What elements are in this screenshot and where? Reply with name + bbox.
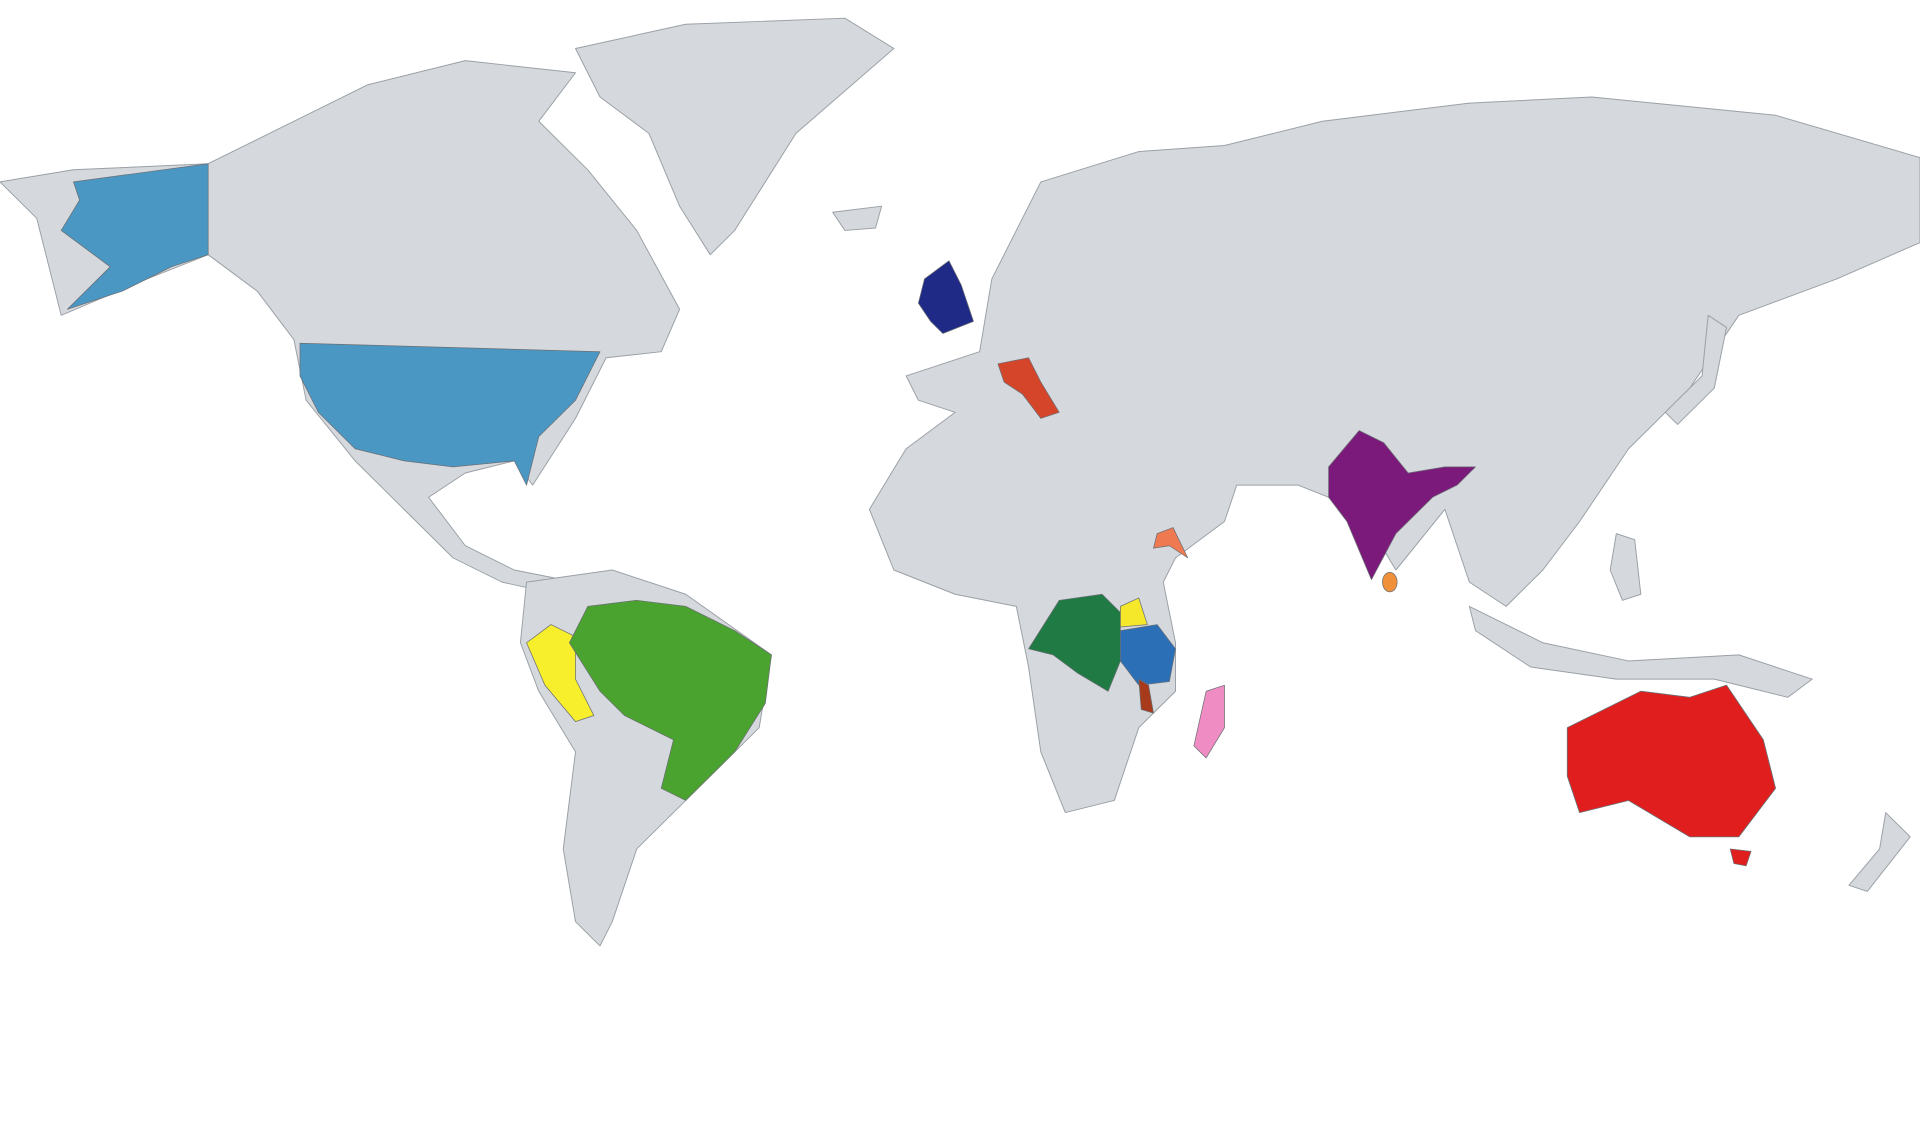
highlighted-countries bbox=[60, 163, 1776, 867]
country-usa-alaska[interactable] bbox=[60, 163, 209, 310]
country-eritrea[interactable] bbox=[1153, 527, 1189, 559]
indonesia[interactable] bbox=[1468, 605, 1813, 698]
country-tanzania[interactable] bbox=[1120, 624, 1176, 686]
country-sri-lanka[interactable] bbox=[1382, 572, 1398, 593]
country-united-kingdom[interactable] bbox=[918, 260, 974, 334]
iceland[interactable] bbox=[832, 205, 883, 231]
new-zealand[interactable] bbox=[1848, 812, 1911, 892]
country-australia-tasmania[interactable] bbox=[1729, 848, 1752, 867]
country-italy[interactable] bbox=[997, 357, 1060, 419]
greenland[interactable] bbox=[575, 17, 895, 256]
country-australia[interactable] bbox=[1566, 684, 1776, 838]
philippines[interactable] bbox=[1609, 533, 1642, 601]
country-peru[interactable] bbox=[526, 624, 595, 722]
country-brazil[interactable] bbox=[569, 599, 772, 801]
country-india[interactable] bbox=[1328, 430, 1476, 581]
country-madagascar[interactable] bbox=[1193, 684, 1225, 759]
japan[interactable] bbox=[1664, 314, 1728, 425]
country-uganda[interactable] bbox=[1120, 597, 1148, 628]
country-usa[interactable] bbox=[299, 342, 601, 486]
country-malawi[interactable] bbox=[1138, 678, 1154, 714]
